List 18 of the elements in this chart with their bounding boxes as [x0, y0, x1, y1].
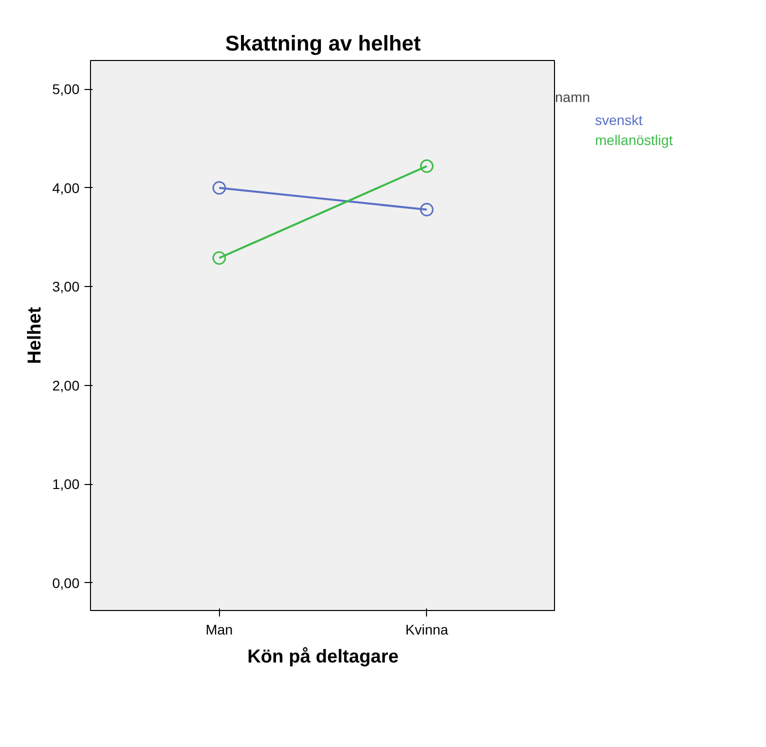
text: mellanöstligt — [595, 132, 673, 148]
y-axis-title: Helhet — [23, 306, 44, 364]
y-tick-label: 1,00 — [52, 476, 80, 492]
x-tick-label: Man — [206, 622, 233, 638]
y-tick-label: 5,00 — [52, 81, 80, 98]
point — [212, 181, 226, 195]
text: svenskt — [595, 112, 642, 128]
legend-title: namn — [555, 89, 592, 105]
point — [420, 159, 434, 173]
x-tick-label: Kvinna — [405, 622, 448, 638]
point — [420, 202, 434, 216]
x-axis-title: Kön på deltagare — [247, 646, 399, 666]
chart-title: Skattning av helhet — [225, 32, 421, 56]
y-tick-label: 4,00 — [52, 180, 80, 196]
y-tick-label: 0,00 — [52, 574, 80, 591]
y-tick-label: 3,00 — [52, 278, 80, 295]
point — [212, 251, 226, 265]
y-tick-label: 2,00 — [52, 377, 80, 394]
